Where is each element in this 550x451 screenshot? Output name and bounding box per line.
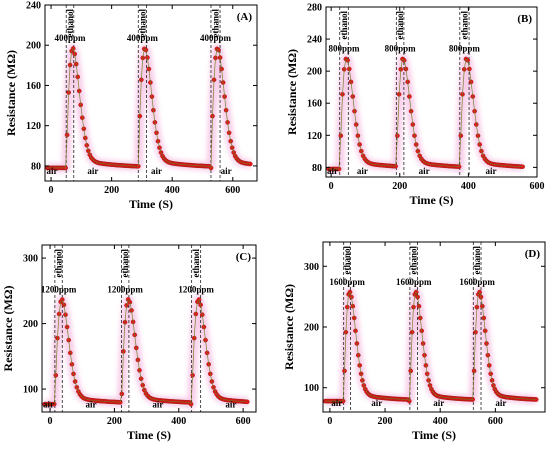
gas-label: ethanol (211, 9, 221, 38)
panel-c: 0 200 400 600 100 200 300 Time (S) Resistance (M… (1, 244, 257, 442)
y-tick-label: 300 (23, 254, 38, 265)
air-label: air (371, 398, 382, 408)
y-axis-title: Resistance (MΩ) (285, 49, 299, 135)
concentration-label: 1200ppm (178, 284, 214, 294)
x-axis-title: Time (S) (127, 428, 171, 442)
x-tick-label: 0 (329, 181, 334, 192)
panel-label: (B) (517, 13, 532, 25)
y-tick-label: 280 (307, 3, 322, 14)
response-trace (328, 58, 523, 170)
air-label: air (419, 166, 430, 176)
x-tick-label: 200 (378, 416, 393, 427)
air-label: air (486, 166, 497, 176)
air-label: air (152, 399, 163, 409)
y-tick-label: 200 (23, 319, 38, 330)
response-glow (324, 53, 527, 174)
x-tick-label: 400 (433, 416, 448, 427)
gas-label: ethanol (120, 249, 130, 278)
air-label: air (357, 166, 368, 176)
air-label: air (433, 398, 444, 408)
plot-frame (325, 6, 538, 178)
gas-label: ethanol (339, 11, 349, 40)
response-trace (325, 291, 537, 402)
y-tick-label: 200 (26, 41, 41, 52)
panel-label: (C) (236, 251, 252, 263)
y-tick-label: 240 (307, 35, 322, 46)
y-tick-label: 80 (312, 163, 322, 174)
x-tick-label: 200 (107, 416, 122, 427)
air-label: air (151, 166, 162, 176)
y-tick-label: 120 (26, 121, 41, 132)
gas-label: ethanol (395, 11, 405, 40)
y-tick-label: 200 (304, 323, 319, 334)
concentration-label: 800ppm (449, 43, 481, 53)
y-axis-title: Resistance (MΩ) (282, 284, 296, 370)
gas-label: ethanol (409, 246, 419, 275)
concentration-label: 400ppm (200, 33, 232, 43)
gas-label: ethanol (191, 249, 201, 278)
x-tick-label: 600 (225, 185, 240, 196)
y-axis-title: Resistance (MΩ) (1, 286, 15, 372)
gas-label: ethanol (459, 11, 469, 40)
x-tick-label: 200 (104, 185, 119, 196)
y-axis-title: Resistance (MΩ) (4, 50, 18, 136)
gas-label: ethanol (137, 9, 147, 38)
response-trace (44, 298, 248, 405)
x-axis-title: Time (S) (129, 197, 173, 211)
y-tick-label: 300 (304, 262, 319, 273)
air-label: air (495, 398, 506, 408)
x-tick-label: 400 (171, 416, 186, 427)
air-label: air (47, 166, 58, 176)
air-label: air (331, 398, 342, 408)
air-label: air (87, 166, 98, 176)
y-tick-label: 100 (23, 385, 38, 396)
panel-label: (D) (525, 248, 541, 260)
gas-label: ethanol (472, 246, 482, 275)
x-tick-label: 0 (327, 416, 332, 427)
response-trace (47, 47, 251, 169)
air-label: air (225, 399, 236, 409)
x-axis-title: Time (S) (412, 428, 456, 442)
x-tick-label: 400 (165, 185, 180, 196)
air-label: air (327, 166, 338, 176)
panel-b: 0 200 400 600 80 120 160 200 240 280 Time (S) Resis… (285, 3, 545, 208)
panel-label: (A) (237, 11, 253, 23)
panel-a: 0 200 400 600 80 120 160 200 240 Time (S) Resistan… (4, 1, 258, 211)
concentration-label: 400ppm (54, 33, 86, 43)
air-label: air (221, 166, 232, 176)
concentration-label: 1600ppm (396, 277, 432, 287)
gas-label: ethanol (54, 249, 64, 278)
y-tick-label: 120 (307, 131, 322, 142)
plot-frame (44, 4, 258, 182)
concentration-label: 800ppm (329, 43, 361, 53)
plot-frame (41, 244, 257, 413)
x-tick-label: 0 (48, 416, 53, 427)
y-tick-label: 240 (26, 1, 41, 12)
x-tick-label: 0 (49, 185, 54, 196)
x-tick-label: 600 (530, 181, 545, 192)
concentration-label: 1200ppm (107, 284, 143, 294)
x-tick-label: 400 (461, 181, 476, 192)
concentration-label: 800ppm (385, 43, 417, 53)
x-tick-label: 600 (488, 416, 503, 427)
x-tick-label: 200 (392, 181, 407, 192)
y-tick-label: 160 (26, 81, 41, 92)
gas-label: ethanol (342, 246, 352, 275)
gas-label: ethanol (65, 9, 75, 38)
y-tick-label: 80 (31, 161, 41, 172)
x-tick-label: 600 (236, 416, 251, 427)
y-tick-label: 160 (307, 99, 322, 110)
concentration-label: 1200ppm (41, 284, 77, 294)
air-label: air (43, 399, 54, 409)
y-tick-label: 200 (307, 67, 322, 78)
x-axis-title: Time (S) (409, 193, 453, 207)
air-label: air (85, 399, 96, 409)
concentration-label: 1600ppm (459, 277, 495, 287)
panel-d: 0 200 400 600 100 200 300 Time (S) Resistance (M… (282, 241, 546, 442)
y-tick-label: 100 (304, 383, 319, 394)
concentration-label: 1600ppm (329, 277, 365, 287)
concentration-label: 400ppm (127, 33, 159, 43)
